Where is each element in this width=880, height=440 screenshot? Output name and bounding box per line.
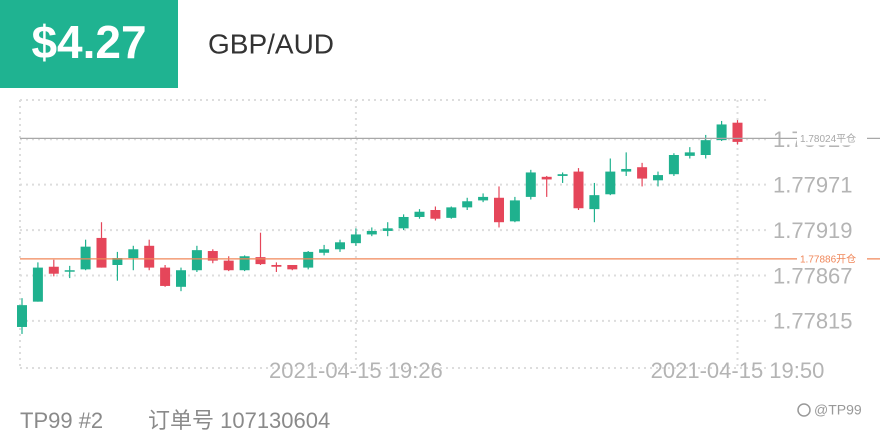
price-badge	[0, 0, 178, 88]
candle-body	[398, 216, 409, 229]
y-tick-label: 1.77919	[773, 218, 853, 243]
candle-body	[287, 264, 298, 270]
reference-label: 1.78024平仓	[800, 132, 856, 145]
plot: 1.778151.778671.779191.779711.780232021-…	[17, 99, 880, 383]
candle-body	[350, 234, 361, 244]
candle-body	[271, 264, 282, 267]
order-number: 订单号 107130604	[148, 408, 330, 433]
candle-body	[366, 230, 377, 235]
candle-body	[112, 258, 123, 265]
logo-icon	[797, 403, 811, 417]
price: $4.27	[31, 16, 146, 68]
candle-body	[144, 245, 155, 268]
candle-body	[637, 167, 648, 179]
reference-label: 1.77886开仓	[800, 253, 856, 266]
candle-body	[684, 152, 695, 156]
candle-body	[255, 257, 266, 265]
candle-body	[414, 211, 425, 217]
candle-body	[160, 267, 171, 286]
candle-body	[589, 195, 600, 210]
candle-body	[621, 168, 632, 172]
candle-body	[446, 207, 457, 218]
handle: @TP99	[814, 402, 862, 418]
candle-body	[207, 251, 218, 261]
candle-body	[462, 201, 473, 208]
account: TP99 #2	[20, 408, 103, 433]
candle-body	[573, 171, 584, 209]
candle-body	[96, 237, 107, 268]
y-tick-label: 1.77867	[773, 263, 853, 288]
candle-body	[494, 197, 504, 223]
candle-body	[668, 154, 679, 175]
candle-body	[700, 140, 711, 155]
candle-body	[335, 242, 345, 250]
candle-body	[48, 266, 59, 274]
x-tick-label: 2021-04-15 19:26	[269, 358, 443, 383]
pair: GBP/AUD	[208, 28, 334, 59]
candle-body	[319, 249, 330, 253]
candle-body	[716, 124, 727, 141]
candle-body	[223, 260, 234, 271]
candle-body	[653, 175, 663, 181]
candle-body	[64, 270, 75, 272]
candle-body	[32, 267, 43, 302]
candle-body	[239, 256, 250, 271]
candle-body	[303, 251, 314, 268]
y-tick-label: 1.77815	[773, 309, 853, 334]
candle-body	[191, 250, 202, 271]
candle-body	[541, 176, 552, 180]
candle-body	[732, 122, 743, 142]
candle-body	[382, 228, 393, 231]
candle-body	[128, 249, 139, 259]
candle-body	[525, 172, 536, 197]
candle-body	[176, 270, 186, 287]
x-tick-label: 2021-04-15 19:50	[651, 358, 825, 383]
y-tick-label: 1.77971	[773, 172, 853, 197]
candle-body	[557, 174, 568, 176]
candle-body	[478, 196, 489, 201]
candle-body	[80, 246, 91, 270]
candle-body	[605, 171, 616, 195]
candle-body	[509, 200, 520, 222]
reference-label-bg	[797, 251, 867, 266]
reference-label-bg	[797, 131, 867, 146]
candle-body	[17, 305, 27, 327]
candle-body	[430, 209, 441, 219]
